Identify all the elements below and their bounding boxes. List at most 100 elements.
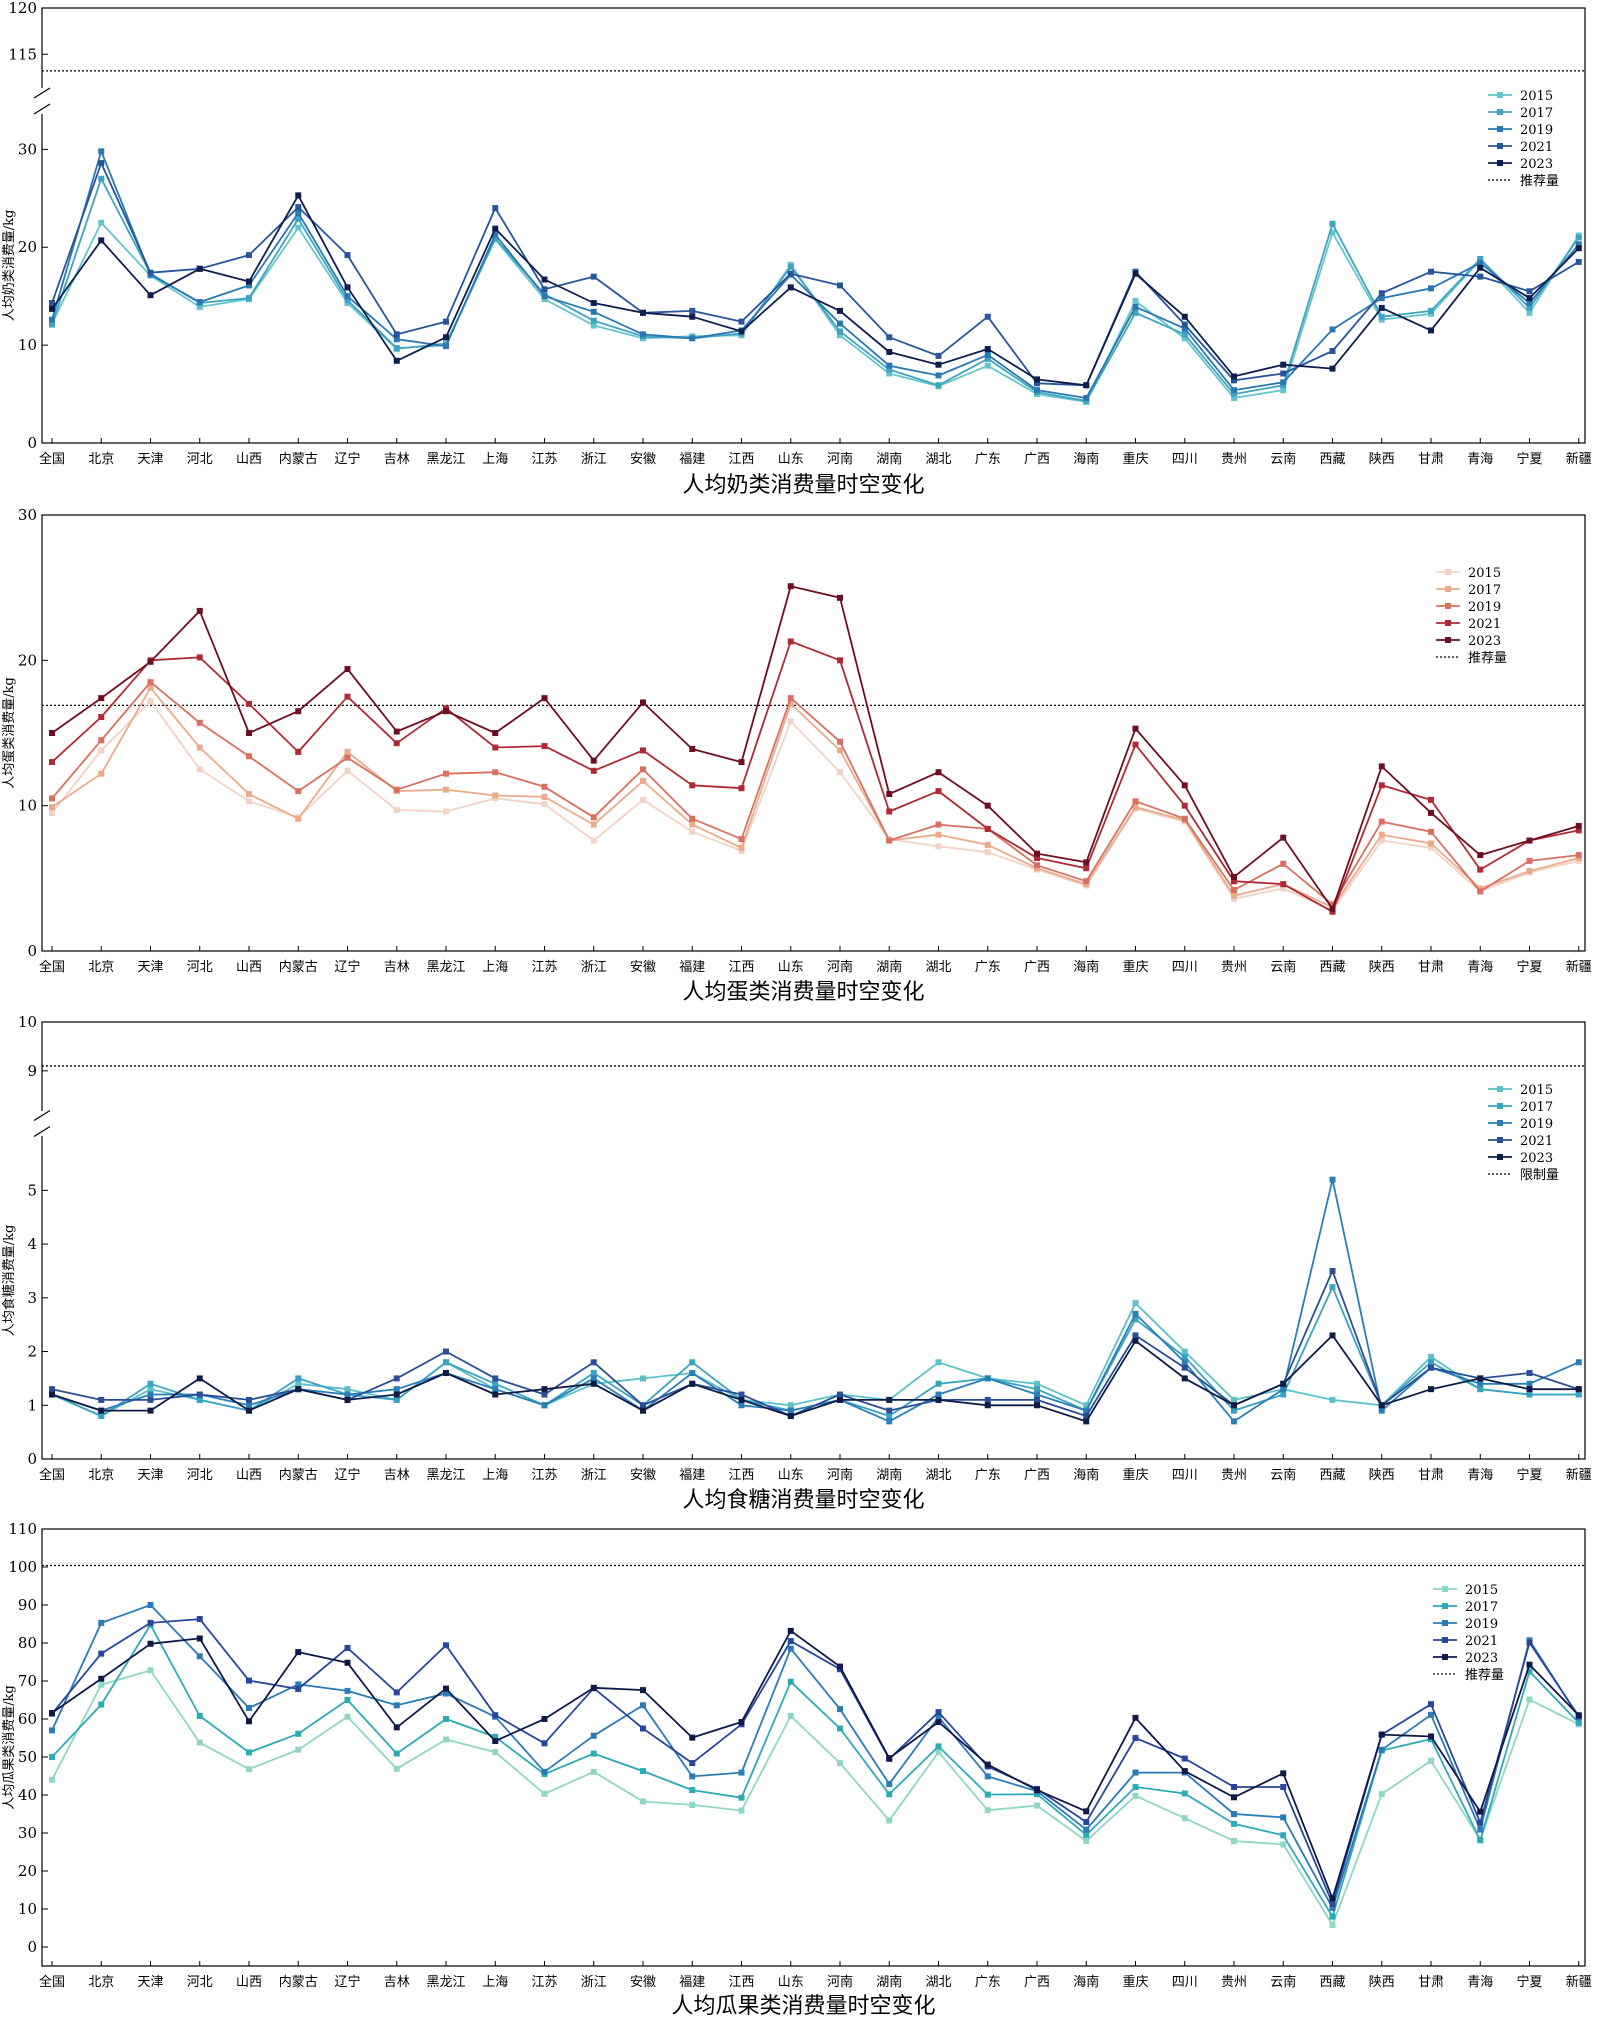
series-line [51,681,1579,906]
series-line [51,585,1580,910]
axis-break-mark [33,87,51,99]
legend-label: 推荐量 [1520,174,1559,189]
data-point [787,263,794,270]
data-point [590,1768,597,1775]
data-point [49,1386,55,1393]
data-point [196,1653,203,1660]
data-point [246,1402,252,1409]
x-tick-label: 云南 [1270,451,1296,467]
x-tick-label: 吉林 [384,1975,410,1990]
x-tick-label: 陕西 [1369,1468,1395,1483]
data-point [98,148,105,155]
data-point [1280,1391,1287,1398]
data-point [1181,1815,1188,1822]
data-point [984,1375,991,1382]
data-point [1477,1837,1484,1844]
x-tick-label: 全国 [39,959,65,975]
x-tick-label: 北京 [88,1975,114,1990]
data-point [1181,802,1188,809]
data-point [1280,881,1287,888]
x-tick-label: 新疆 [1566,1467,1592,1483]
data-point [1034,1787,1040,1794]
x-tick-label: 宁夏 [1516,451,1542,467]
data-point [1181,335,1188,342]
chart-panel-3: 0 1 2 3 4 5 9 10 全国 北京 天津 河北 山西 内蒙古 辽宁 吉林 黑龙江 上海 江苏 浙江 安徽 福建 江… [1,1013,1592,1513]
data-point [1231,377,1237,384]
data-point [1329,365,1336,372]
data-point [1181,1359,1188,1366]
data-point [541,793,548,800]
data-point [393,331,400,338]
data-point [787,1645,794,1652]
data-point [295,1746,302,1753]
data-point [1378,818,1385,825]
data-point [246,730,252,736]
data-point [492,1386,499,1393]
data-point [886,1817,893,1824]
data-point [443,343,449,350]
data-point [443,1685,449,1692]
data-point [1034,1386,1040,1393]
data-point [1083,1831,1090,1838]
data-point [1132,1792,1139,1799]
data-point [1378,1731,1385,1738]
data-point [1280,1832,1287,1839]
data-point [393,336,400,343]
data-point [1378,295,1385,302]
data-point [1477,1819,1484,1826]
data-point [886,362,893,369]
x-tick-label: 黑龙江 [426,1468,465,1483]
x-tick-label: 新疆 [1566,959,1592,975]
data-point [49,1727,55,1734]
data-point [49,804,55,811]
plot-frame [41,1021,1586,1460]
data-point [246,1704,252,1711]
data-point [1132,309,1139,316]
data-point [98,1396,105,1403]
data-point [984,313,991,320]
data-point [344,1659,351,1666]
x-tick-label: 上海 [482,960,508,975]
legend-marker [1445,586,1451,592]
data-point [640,1725,646,1732]
data-point [787,583,794,590]
x-tick-label: 甘肃 [1418,1975,1444,1990]
data-point [393,786,400,793]
data-point [837,594,843,601]
data-point [738,785,745,792]
data-point [1181,1348,1188,1355]
data-point [541,286,548,293]
x-tick-label: 河北 [187,1468,213,1483]
data-point [196,1396,203,1403]
data-point [837,1706,843,1713]
data-point [1034,850,1040,857]
data-point [1526,1391,1533,1398]
data-point [344,252,351,259]
data-point [541,1386,548,1393]
data-point [590,814,597,821]
data-point [886,1755,893,1762]
data-point [886,1791,893,1798]
legend-marker [1497,1086,1503,1092]
data-point [1181,1768,1188,1775]
data-point [984,362,991,369]
data-point [1181,325,1188,332]
x-tick-label: 新疆 [1566,1974,1592,1990]
data-point [738,1402,745,1409]
data-point [1428,327,1434,334]
data-point [344,1713,351,1720]
data-point [1034,1396,1040,1403]
data-point [492,769,499,776]
y-tick-label: 80 [18,1634,37,1652]
data-point [1329,1396,1336,1403]
x-tick-label: 山东 [778,452,804,467]
data-point [1034,376,1040,383]
legend-marker [1497,1154,1503,1160]
data-point [935,1396,942,1403]
data-point [1428,796,1434,803]
x-tick-label: 新疆 [1566,451,1592,467]
data-point [1083,1826,1090,1833]
data-point [1231,873,1237,880]
data-point [1526,288,1533,295]
data-point [984,346,991,353]
